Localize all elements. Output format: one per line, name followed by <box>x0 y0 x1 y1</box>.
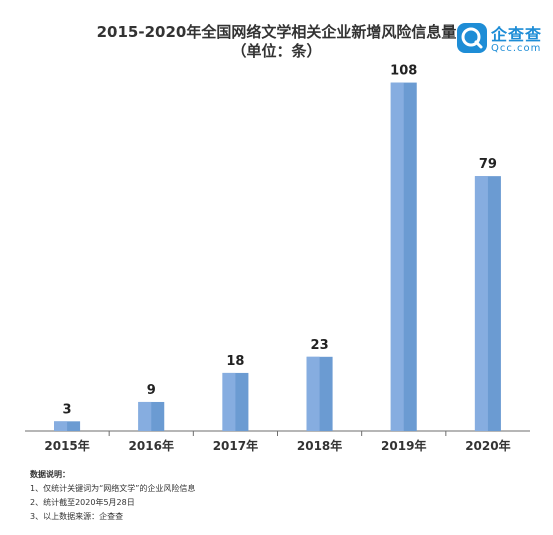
chart-title: 2015-2020年全国网络文学相关企业新增风险信息量 <box>96 23 457 41</box>
bar-highlight <box>222 372 236 431</box>
bar-chart: 3 2015年 9 2016年 18 2017年 23 2018年 108 2019年 79 2020… <box>25 64 530 453</box>
bar-highlight <box>474 176 488 431</box>
x-tick-label: 2015年 <box>44 438 89 453</box>
qcc-logo-icon <box>457 23 487 53</box>
data-label: 79 <box>479 157 497 172</box>
x-tick-label: 2016年 <box>129 438 174 453</box>
data-notes: 数据说明： 1、仅统计关键词为“网络文学”的企业风险信息 2、统计截至2020年… <box>30 468 195 524</box>
x-tick-label: 2018年 <box>297 438 342 453</box>
x-tick-label: 2019年 <box>381 438 426 453</box>
note-item: 2、统计截至2020年5月28日 <box>30 498 135 507</box>
x-tick-label: 2017年 <box>213 438 258 453</box>
brand-logo: 企查查 Qcc.com <box>457 21 549 59</box>
data-label: 3 <box>63 402 72 417</box>
notes-heading: 数据说明： <box>30 470 70 479</box>
note-item: 1、仅统计关键词为“网络文学”的企业风险信息 <box>30 484 196 493</box>
note-item: 3、以上数据来源：企查查 <box>30 512 124 521</box>
bar-highlight <box>54 421 68 431</box>
data-label: 23 <box>311 338 329 353</box>
logo-text-cn: 企查查 <box>491 25 543 44</box>
chart-subtitle: （单位：条） <box>231 42 322 60</box>
data-label: 9 <box>147 383 156 398</box>
bar-highlight <box>390 82 404 431</box>
bar-highlight <box>306 356 320 431</box>
x-tick-label: 2020年 <box>465 438 510 453</box>
data-label: 108 <box>390 64 417 79</box>
bar-highlight <box>138 401 152 431</box>
logo-text-en: Qcc.com <box>491 43 542 54</box>
data-label: 18 <box>226 354 244 369</box>
